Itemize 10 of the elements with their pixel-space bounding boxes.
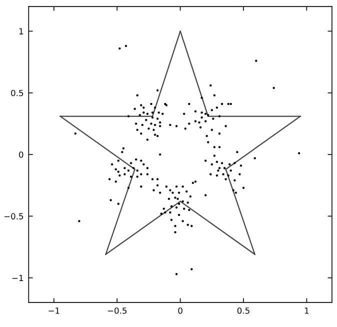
y-tick-label: 0 — [19, 151, 24, 158]
x-tick-label: 0.5 — [237, 307, 250, 314]
y-tick-label: 1 — [19, 28, 24, 34]
x-tick-label: 1 — [304, 308, 309, 314]
x-tick-label: −0.5 — [108, 307, 126, 314]
y-tick-label: 0.5 — [11, 90, 24, 96]
y-tick-label: −1 — [12, 274, 24, 281]
x-tick-label: 0 — [178, 307, 182, 314]
x-tick-label: −1 — [48, 308, 60, 314]
y-tick-label: −0.5 — [4, 213, 24, 220]
